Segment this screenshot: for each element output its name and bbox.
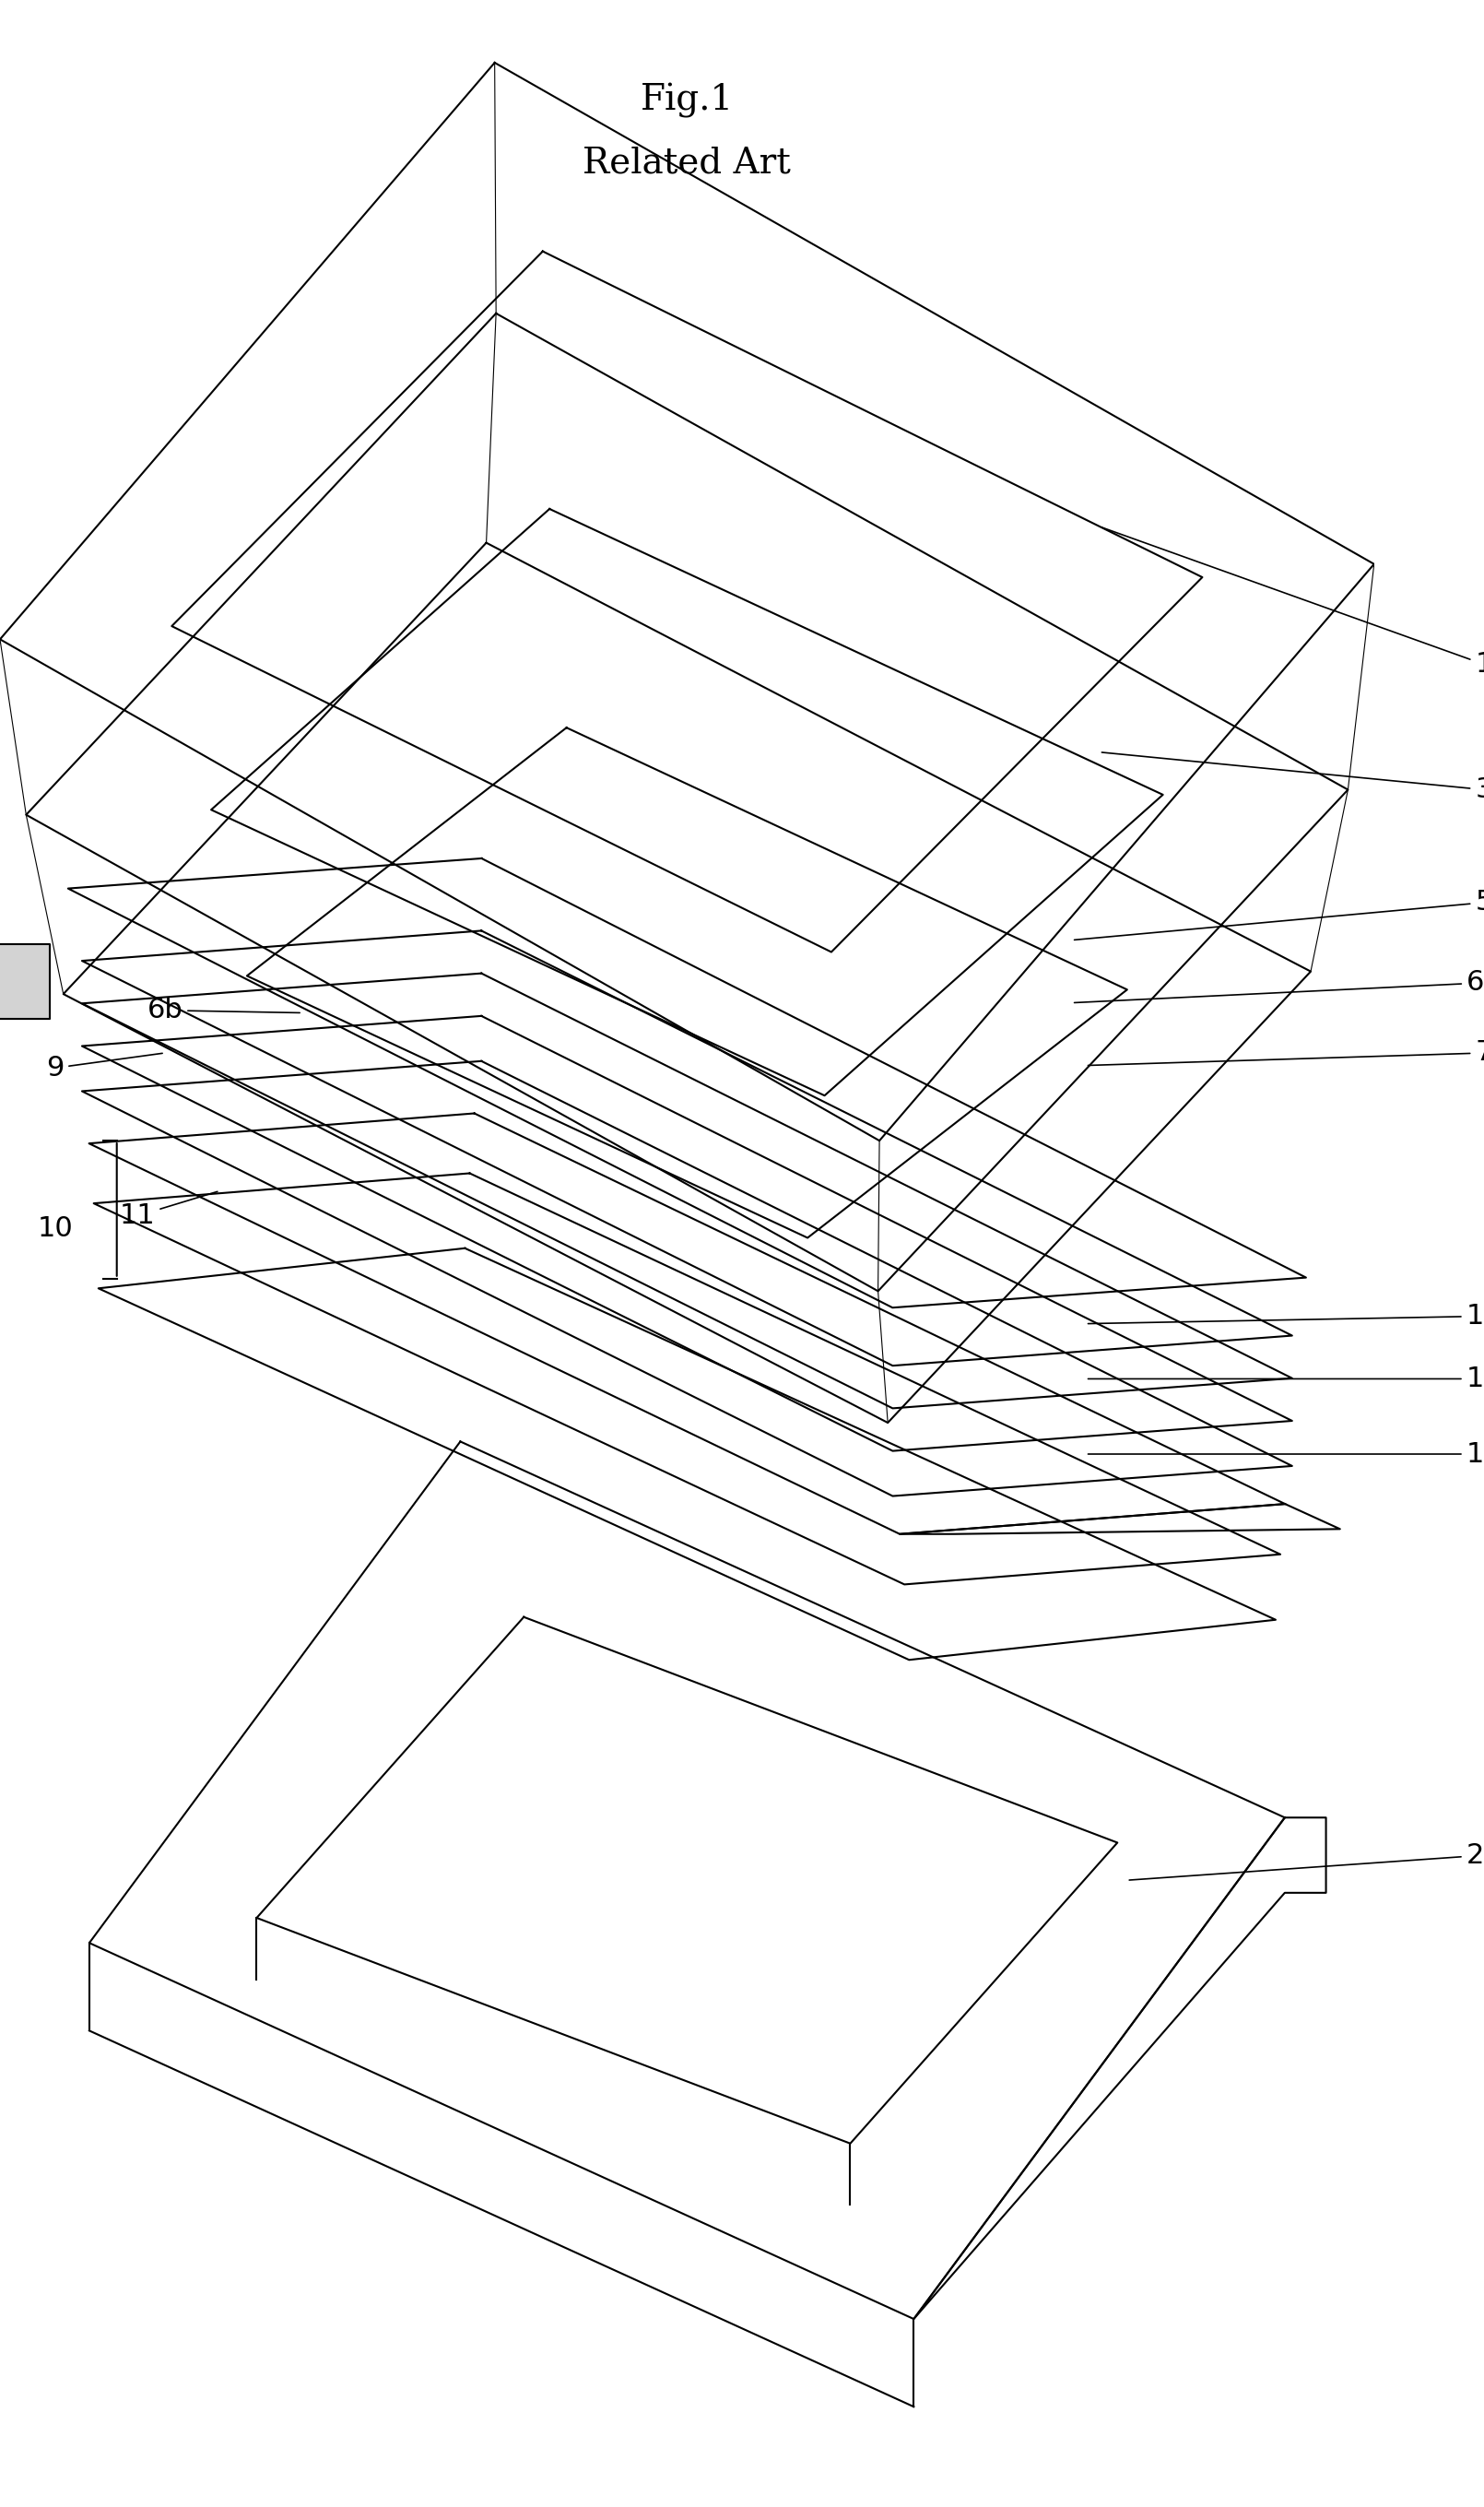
Polygon shape — [0, 943, 49, 1018]
Polygon shape — [211, 509, 1163, 1096]
Text: 5: 5 — [1074, 890, 1484, 940]
Polygon shape — [257, 1617, 1117, 2143]
Polygon shape — [82, 1060, 1293, 1497]
Polygon shape — [98, 1248, 1276, 1660]
Text: Related Art: Related Art — [583, 145, 791, 181]
Text: 7: 7 — [1088, 1040, 1484, 1065]
Polygon shape — [0, 63, 1374, 1141]
Polygon shape — [68, 857, 1306, 1309]
Polygon shape — [64, 544, 1310, 1424]
Polygon shape — [89, 1113, 1285, 1534]
Polygon shape — [914, 1818, 1327, 2319]
Text: 1: 1 — [1101, 526, 1484, 677]
Text: 6b: 6b — [147, 998, 300, 1023]
Polygon shape — [82, 1015, 1293, 1452]
Polygon shape — [172, 251, 1202, 953]
Text: 17: 17 — [1088, 1442, 1484, 1467]
Polygon shape — [89, 1442, 1285, 2319]
Polygon shape — [82, 930, 1293, 1366]
Polygon shape — [246, 727, 1128, 1238]
Text: 10: 10 — [37, 1216, 73, 1241]
Polygon shape — [27, 313, 1347, 1291]
Text: Fig.1: Fig.1 — [641, 83, 733, 118]
Text: 21: 21 — [1129, 1843, 1484, 1880]
Polygon shape — [93, 1173, 1281, 1584]
Text: 6a: 6a — [1074, 970, 1484, 1003]
Text: 13: 13 — [1088, 1304, 1484, 1329]
Text: 9: 9 — [46, 1053, 162, 1081]
Text: 3: 3 — [1101, 752, 1484, 802]
Text: 11: 11 — [120, 1191, 217, 1228]
Text: 15: 15 — [1088, 1366, 1484, 1391]
Polygon shape — [82, 973, 1293, 1409]
